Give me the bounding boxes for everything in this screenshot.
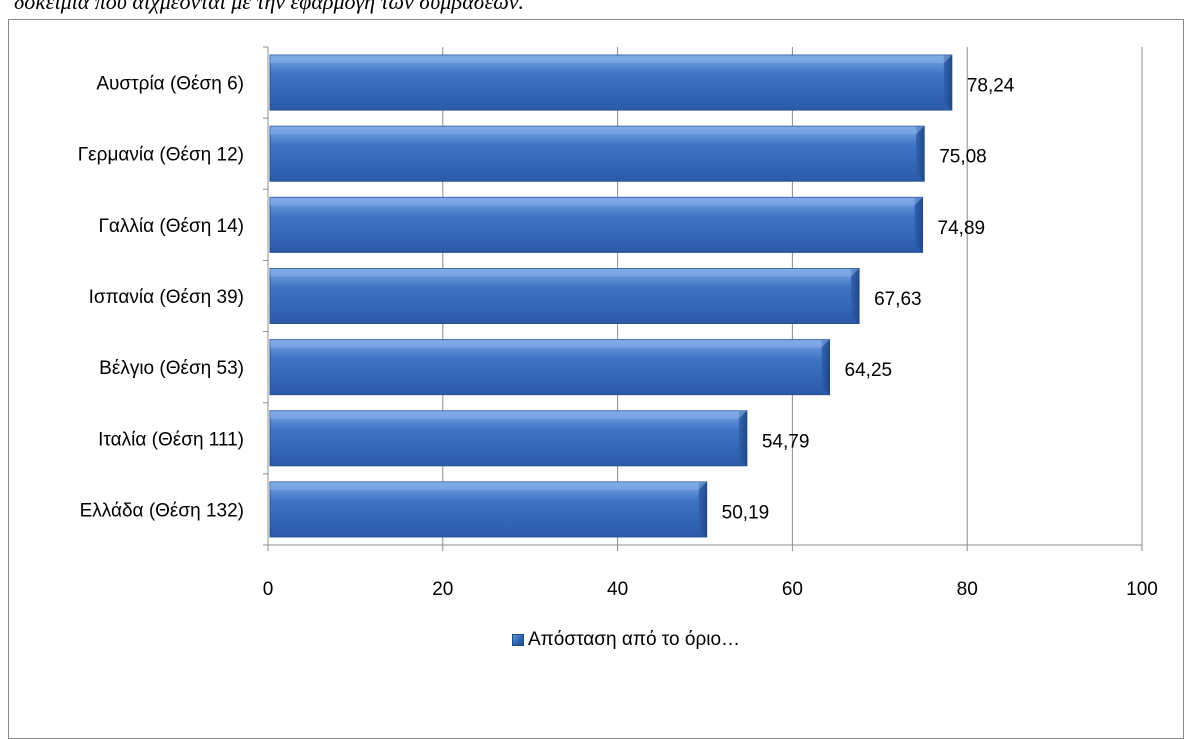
bar <box>269 54 953 111</box>
legend-swatch <box>512 634 524 646</box>
bar-top-bevel <box>270 126 925 135</box>
bar <box>269 410 748 467</box>
x-tick-label: 100 <box>1126 579 1158 600</box>
category-label: Ελλάδα (Θέση 132) <box>80 500 244 521</box>
data-label: 54,79 <box>762 431 810 452</box>
document-caption: δοκείμια που αιχμέονται με την εφαρμογή … <box>14 0 525 14</box>
bar-end-cap <box>851 268 860 324</box>
bar-face <box>269 410 748 467</box>
category-label: Βέλγιο (Θέση 53) <box>99 358 244 379</box>
category-label: Γερμανία (Θέση 12) <box>78 145 244 166</box>
data-label: 75,08 <box>939 147 987 168</box>
bar-face <box>269 54 953 111</box>
bar-face <box>269 196 924 253</box>
data-label: 74,89 <box>938 218 986 239</box>
bar-chart: 0 20 40 60 80 100 Αυστρία (Θέση 6) 78,24 Γερμαν… <box>78 46 1158 600</box>
bar-end-cap <box>738 410 747 466</box>
x-tick-label: 60 <box>782 579 803 600</box>
x-tick-label: 80 <box>957 579 978 600</box>
bar-top-bevel <box>270 339 830 348</box>
bar-end-cap <box>698 481 707 537</box>
bar-face <box>269 268 860 324</box>
bar-top-bevel <box>270 268 860 277</box>
bar-face <box>269 125 925 182</box>
labels: Αυστρία (Θέση 6) 78,24 Γερμανία (Θέση 12) 7… <box>78 74 1015 524</box>
bar <box>269 125 925 182</box>
data-label: 67,63 <box>874 289 922 310</box>
x-tick-label: 0 <box>263 579 274 600</box>
category-label: Ιταλία (Θέση 111) <box>98 429 244 450</box>
bar-end-cap <box>914 197 923 253</box>
category-label: Αυστρία (Θέση 6) <box>96 74 244 95</box>
bar-end-cap <box>943 55 952 111</box>
category-label: Γαλλία (Θέση 14) <box>98 216 244 237</box>
data-label: 50,19 <box>722 502 770 523</box>
axes: 0 20 40 60 80 100 <box>263 46 1158 600</box>
data-label: 64,25 <box>845 360 893 381</box>
bar-end-cap <box>821 339 830 395</box>
legend-label: Απόσταση από το όριο… <box>528 629 741 650</box>
bar <box>269 339 831 396</box>
data-label: 78,24 <box>967 76 1015 97</box>
category-label: Ισπανία (Θέση 39) <box>89 287 244 308</box>
bar <box>269 196 924 253</box>
bar <box>269 268 860 324</box>
bar-top-bevel <box>270 197 923 206</box>
bar-top-bevel <box>270 410 747 419</box>
bar-face <box>269 339 831 396</box>
bar-top-bevel <box>270 55 952 64</box>
x-tick-label: 40 <box>607 579 628 600</box>
x-tick-label: 20 <box>432 579 453 600</box>
bar <box>269 481 708 538</box>
bar-top-bevel <box>270 481 707 490</box>
bar-face <box>269 481 708 538</box>
bars <box>269 54 953 538</box>
bar-end-cap <box>916 126 925 182</box>
legend: Απόσταση από το όριο… <box>512 629 740 651</box>
